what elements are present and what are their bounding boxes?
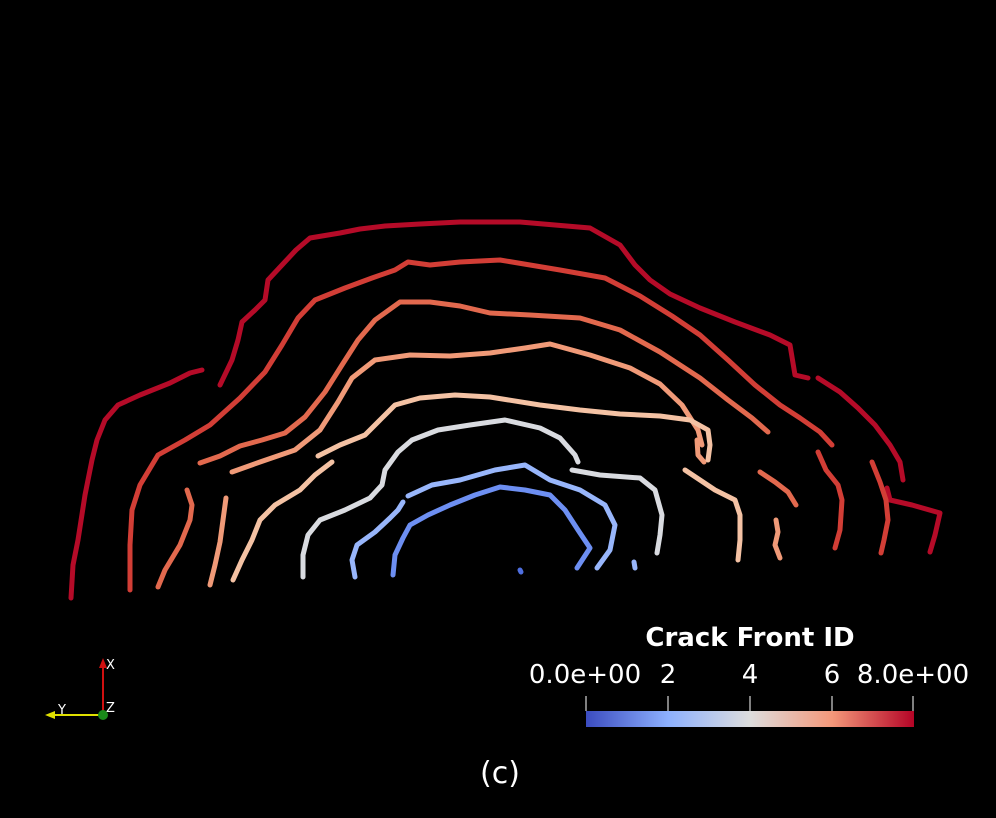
y-axis-arrow-icon bbox=[45, 711, 55, 719]
tick-label-4: 4 bbox=[742, 660, 759, 690]
legend-title: Crack Front ID bbox=[645, 623, 854, 653]
crack-front-1 bbox=[390, 484, 593, 578]
tick-label-0: 0.0e+00 bbox=[529, 660, 641, 690]
colorbar-ticks bbox=[585, 696, 914, 711]
crack-front-4 bbox=[230, 392, 743, 583]
x-axis-arrow-icon bbox=[99, 658, 107, 668]
crack-front-5 bbox=[207, 341, 783, 588]
crack-front-8 bbox=[68, 219, 943, 601]
y-axis-label: Y bbox=[57, 703, 66, 718]
orientation-axes-widget: X Y Z bbox=[45, 658, 115, 720]
x-axis-label: X bbox=[106, 658, 115, 673]
figure-caption: (c) bbox=[480, 756, 520, 791]
crack-front-7 bbox=[127, 257, 891, 593]
z-axis-label: Z bbox=[106, 701, 115, 716]
crack-fronts bbox=[68, 219, 943, 601]
crack-front-3 bbox=[300, 417, 665, 580]
crack-front-0 bbox=[517, 567, 524, 575]
tick-label-6: 6 bbox=[824, 660, 841, 690]
colorbar-gradient bbox=[586, 711, 914, 727]
color-legend: Crack Front ID 0.0e+00 2 4 6 8.0e+00 bbox=[529, 623, 969, 727]
z-axis-dot-icon bbox=[98, 710, 108, 720]
crack-front-6 bbox=[155, 299, 799, 590]
crack-front-2 bbox=[349, 462, 638, 580]
tick-label-8: 8.0e+00 bbox=[857, 660, 969, 690]
tick-label-2: 2 bbox=[660, 660, 677, 690]
